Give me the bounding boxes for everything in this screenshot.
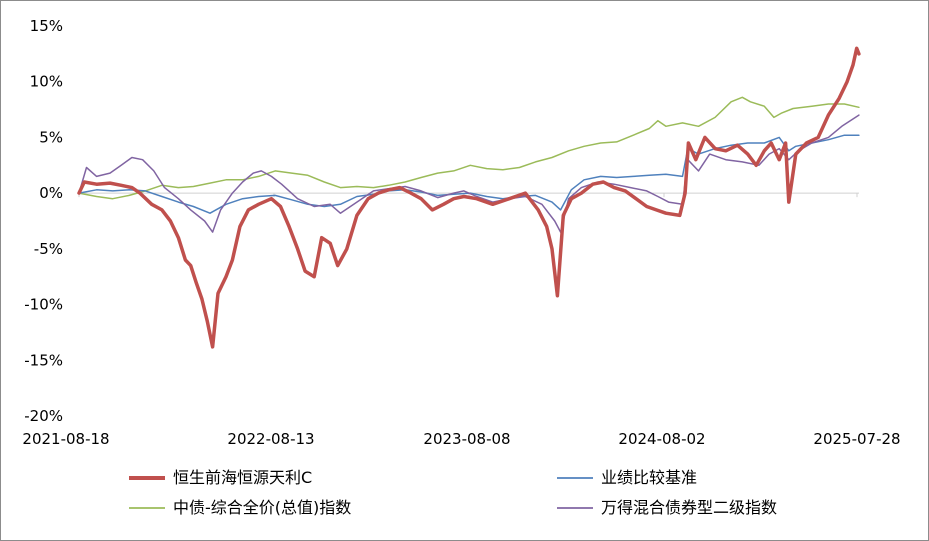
y-tick-label: -10% [24, 296, 63, 314]
y-tick-label: 0% [39, 184, 63, 202]
series-line-0 [77, 46, 861, 349]
y-tick-label: -5% [34, 240, 63, 258]
legend-label: 恒生前海恒源天利C [173, 468, 312, 487]
x-tick-label: 2022-08-13 [227, 430, 314, 448]
series-layer [77, 46, 861, 349]
y-tick-label: 15% [30, 17, 63, 35]
series-line-1 [78, 134, 860, 214]
x-tick-label: 2021-08-18 [22, 430, 109, 448]
x-tick-label: 2024-08-02 [618, 430, 705, 448]
series-line-3 [78, 114, 860, 233]
y-tick-label: 5% [39, 128, 63, 146]
y-tick-label: 10% [30, 73, 63, 91]
x-tick-label: 2025-07-28 [813, 430, 900, 448]
chart-axes: 15% 10% 5% 0% -5% -10% -15% -20% 2021-08-18 2022-… [22, 17, 900, 448]
legend-label: 业绩比较基准 [601, 468, 697, 487]
legend-label: 万得混合债券型二级指数 [601, 498, 777, 517]
legend-label: 中债-综合全价(总值)指数 [173, 498, 351, 517]
x-tick-label: 2023-08-08 [423, 430, 510, 448]
y-tick-label: -15% [24, 351, 63, 369]
series-line-2 [78, 96, 860, 200]
y-tick-label: -20% [24, 407, 63, 425]
